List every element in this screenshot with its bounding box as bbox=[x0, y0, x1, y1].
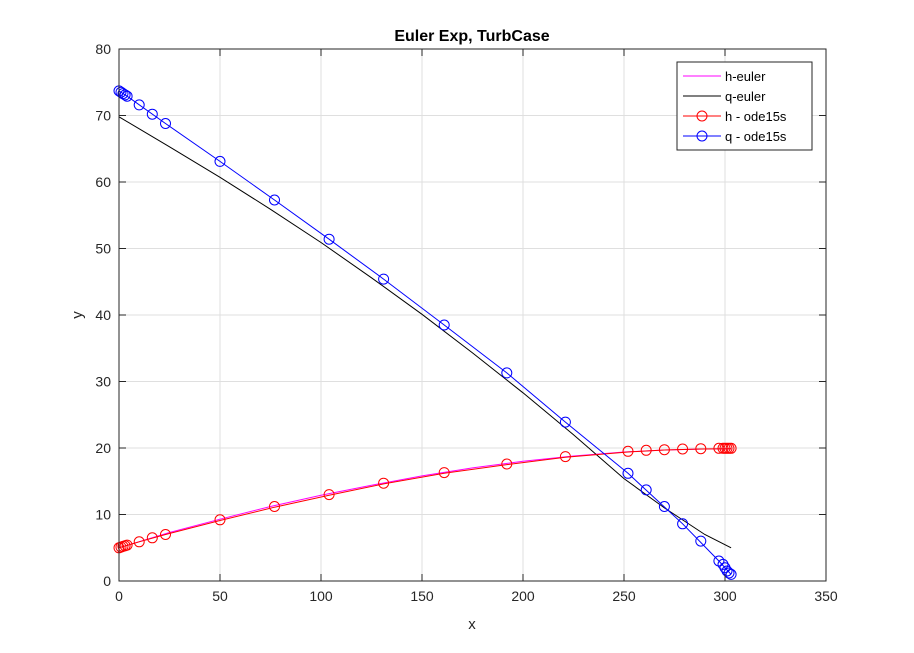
ticks: 0 50 100 150 200 250 300 350 0 10 20 30 40 50 60 70 80 bbox=[95, 41, 837, 604]
y-tick-label: 30 bbox=[95, 374, 111, 390]
x-tick-label: 350 bbox=[814, 588, 838, 604]
data-point bbox=[438, 467, 450, 479]
data-point bbox=[640, 444, 652, 456]
data-point bbox=[677, 518, 689, 530]
series-line bbox=[118, 448, 732, 549]
data-point bbox=[378, 273, 390, 285]
data-point bbox=[725, 442, 737, 454]
data-point bbox=[214, 155, 226, 167]
data-point bbox=[658, 501, 670, 512]
legend-entry: h-euler bbox=[725, 69, 766, 84]
legend-marker bbox=[696, 110, 708, 122]
data-point bbox=[717, 558, 729, 570]
data-point bbox=[160, 529, 171, 540]
data-point bbox=[721, 565, 733, 577]
legend: h-euler q-euler h - ode15s q - ode15s bbox=[676, 61, 813, 151]
data-point bbox=[713, 555, 725, 567]
y-tick-label: 40 bbox=[95, 307, 111, 323]
chart-title: Euler Exp, TurbCase bbox=[394, 28, 549, 45]
x-tick-label: 150 bbox=[410, 588, 434, 604]
data-point bbox=[269, 194, 280, 206]
data-point bbox=[133, 536, 145, 548]
data-point bbox=[214, 514, 226, 526]
data-point bbox=[269, 501, 280, 512]
legend-entry: q-euler bbox=[725, 89, 766, 104]
y-tick-label: 0 bbox=[103, 573, 111, 589]
data-point bbox=[121, 90, 133, 102]
data-point bbox=[658, 444, 670, 456]
y-axis-label: y bbox=[69, 311, 86, 319]
legend-entry: q - ode15s bbox=[725, 129, 787, 144]
data-point bbox=[640, 484, 652, 496]
series-line bbox=[118, 90, 732, 575]
data-point bbox=[695, 443, 707, 455]
data-point bbox=[501, 367, 513, 379]
legend-entry: h - ode15s bbox=[725, 109, 787, 124]
x-axis-label: x bbox=[468, 616, 476, 633]
data-point bbox=[622, 467, 634, 479]
x-tick-label: 250 bbox=[612, 588, 636, 604]
data-point bbox=[723, 567, 735, 579]
x-tick-label: 50 bbox=[212, 588, 228, 604]
legend-marker bbox=[696, 130, 708, 142]
data-point bbox=[438, 319, 450, 331]
y-tick-label: 60 bbox=[95, 174, 111, 190]
data-point bbox=[622, 445, 634, 457]
data-point bbox=[119, 89, 131, 101]
y-tick-label: 20 bbox=[95, 440, 111, 456]
data-point bbox=[559, 416, 571, 428]
x-tick-label: 100 bbox=[309, 588, 333, 604]
legend-box bbox=[676, 61, 813, 151]
data-point bbox=[133, 99, 145, 111]
data-point bbox=[695, 535, 707, 547]
data-point bbox=[677, 443, 689, 455]
data-point bbox=[559, 451, 571, 463]
series-3 bbox=[113, 85, 737, 580]
data-point bbox=[725, 568, 737, 580]
series-line bbox=[118, 116, 732, 549]
data-point bbox=[501, 458, 513, 470]
data-point bbox=[121, 539, 133, 551]
data-point bbox=[378, 477, 390, 489]
series-layer bbox=[113, 85, 737, 580]
data-point bbox=[160, 118, 171, 129]
data-point bbox=[323, 489, 335, 501]
x-tick-label: 0 bbox=[115, 588, 123, 604]
data-point bbox=[323, 233, 335, 245]
x-tick-label: 200 bbox=[511, 588, 535, 604]
y-tick-label: 70 bbox=[95, 108, 111, 124]
y-tick-label: 50 bbox=[95, 241, 111, 257]
series-1 bbox=[118, 116, 732, 549]
series-2 bbox=[113, 442, 737, 554]
x-tick-label: 300 bbox=[713, 588, 737, 604]
data-point bbox=[146, 108, 158, 120]
y-tick-label: 10 bbox=[95, 507, 111, 523]
data-point bbox=[146, 532, 158, 544]
y-tick-label: 80 bbox=[95, 41, 111, 57]
